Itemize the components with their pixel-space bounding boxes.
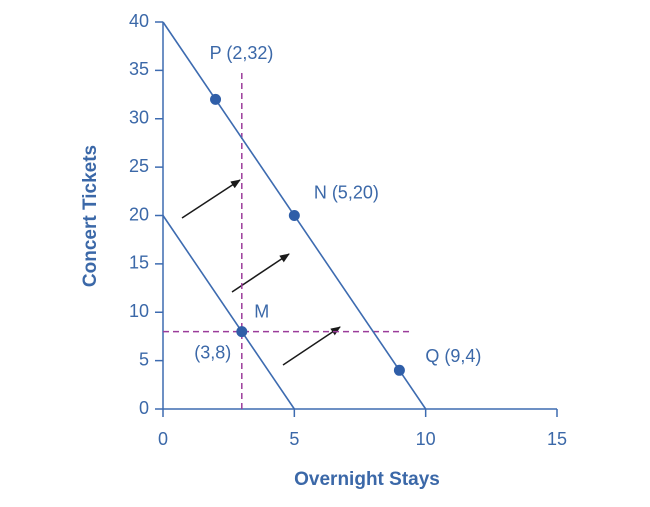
budget-line (162, 215, 295, 410)
annotation: (3,8) (194, 342, 231, 362)
point-label: Q (9,4) (425, 346, 481, 366)
y-tick-label: 40 (129, 11, 149, 31)
point (236, 326, 248, 338)
point-label: N (5,20) (314, 182, 379, 202)
point (210, 93, 222, 105)
x-tick-label: 15 (547, 429, 567, 449)
y-axis-title: Concert Tickets (80, 145, 101, 287)
x-tick-label: 5 (289, 429, 299, 449)
x-tick-label: 0 (158, 429, 168, 449)
y-tick-label: 10 (129, 301, 149, 321)
shift-arrows (181, 179, 341, 366)
y-tick-label: 25 (129, 156, 149, 176)
y-tick-label: 35 (129, 59, 149, 79)
point-label: P (2,32) (210, 43, 274, 63)
x-axis-title: Overnight Stays (294, 469, 440, 490)
y-tick-label: 15 (129, 253, 149, 273)
y-tick-label: 5 (139, 349, 149, 369)
arrow (282, 326, 341, 366)
point-label: M (254, 301, 269, 321)
x-tick-label: 10 (416, 429, 436, 449)
arrow (181, 179, 241, 219)
point (288, 210, 300, 221)
arrow (231, 253, 290, 293)
point (393, 364, 405, 376)
y-tick-label: 0 (139, 398, 149, 418)
y-tick-label: 20 (129, 204, 149, 224)
y-tick-label: 30 (129, 108, 149, 128)
